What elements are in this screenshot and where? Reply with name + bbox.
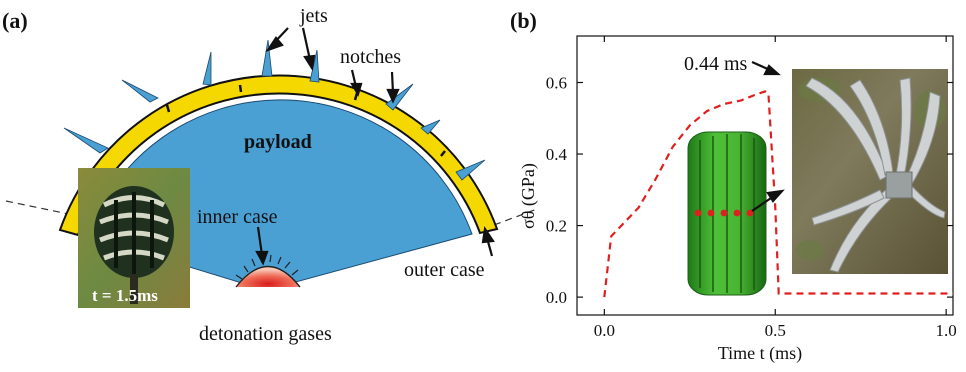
x-axis-title: Time t (ms) [718,343,802,364]
inner-case-label: inner case [197,206,278,228]
stress-series-line [603,90,953,298]
x-tick-label: 0.0 [594,321,615,340]
plot-frame [576,35,954,316]
x-tick-label: 0.5 [765,321,786,340]
notch [238,84,243,93]
notch [353,92,359,101]
time-label: t = 1.5ms [92,286,158,305]
notches-group [165,84,446,157]
jet [455,159,486,181]
outer-case-label: outer case [404,259,485,281]
y-tick-label: 0.6 [546,74,567,93]
panel-b: (b) [510,8,957,364]
curve-layer [603,90,953,298]
right-dashed-line [493,208,538,226]
y-tick-label: 0.4 [546,145,568,164]
axes-layer: 0.0 0.5 1.0 0.0 0.2 0.4 0.6 [546,36,957,340]
inset-photo-a: t = 1.5ms [78,168,190,308]
panel-a-tag: (a) [2,8,28,33]
jet [202,51,212,86]
jets-group [63,39,486,181]
payload-label: payload [244,131,312,153]
y-axis-title: σθ (GPa) [518,163,539,229]
notch [440,150,446,157]
jet [63,127,109,154]
panel-a-arrows [255,27,495,266]
cylinder-inset [687,131,767,296]
jets-label: jets [299,5,328,27]
panel-b-arrows [751,60,785,212]
fragment-photo-inset [792,69,948,274]
jet [261,39,273,77]
panel-b-tag: (b) [510,8,537,33]
detonation-gases-label: detonation gases [199,323,332,345]
panel-a: (a) [2,5,538,345]
y-tick-label: 0.0 [546,288,567,307]
x-tick-label: 1.0 [936,321,957,340]
jet [121,79,159,103]
jet [420,119,441,135]
notch [165,104,171,113]
peak-annotation: 0.44 ms [684,53,748,75]
inner-case [235,265,301,288]
jet [385,83,414,111]
outer-case-ring [58,74,499,237]
y-tick-label: 0.2 [546,217,567,236]
notches-label: notches [340,46,401,68]
